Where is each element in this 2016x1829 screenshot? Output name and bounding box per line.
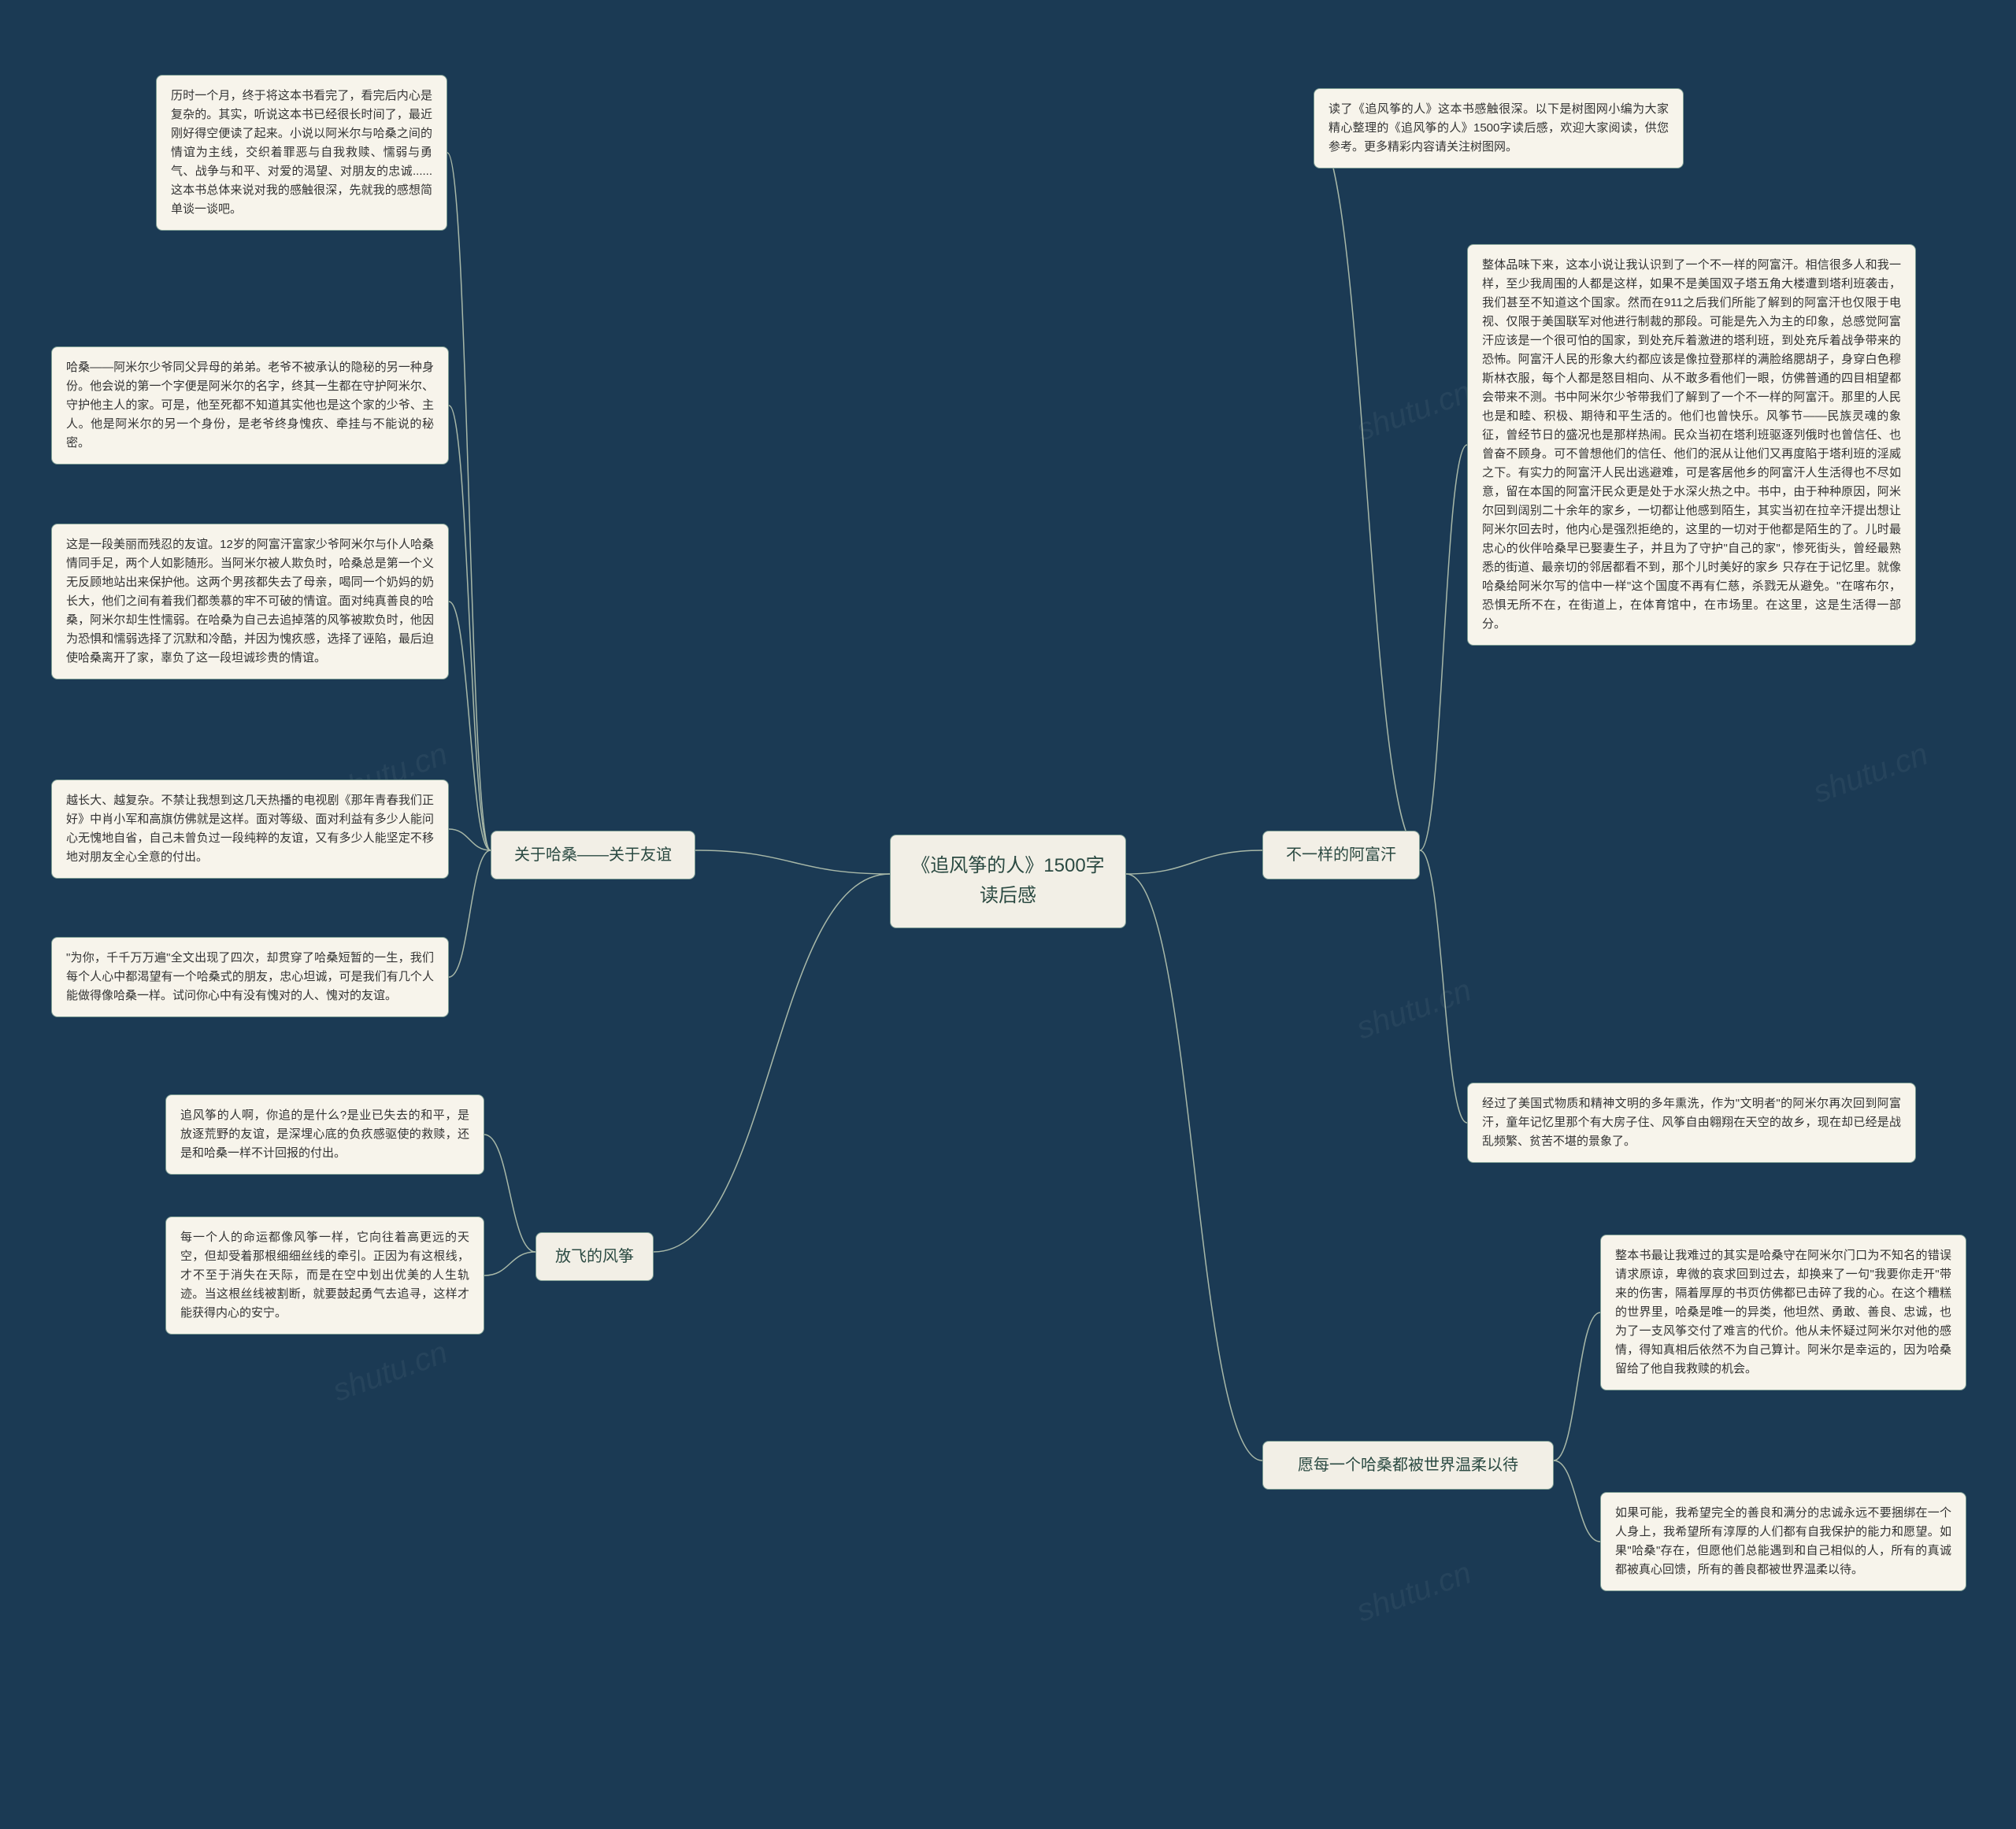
leaf-l1e: "为你，千千万万遍"全文出现了四次，却贯穿了哈桑短暂的一生，我们每个人心中都渴望… (51, 937, 449, 1017)
watermark: shutu.cn (328, 1335, 452, 1409)
leaf-l1d-text: 越长大、越复杂。不禁让我想到这几天热播的电视剧《那年青春我们正好》中肖小军和高旗… (66, 794, 434, 864)
leaf-l4a-text: 整本书最让我难过的其实是哈桑守在阿米尔门口为不知名的错误请求原谅，卑微的哀求回到… (1615, 1249, 1951, 1375)
leaf-l1a: 历时一个月，终于将这本书看完了，看完后内心是复杂的。其实，听说这本书已经很长时间… (156, 75, 447, 231)
leaf-l2b-text: 每一个人的命运都像风筝一样，它向往着高更远的天空，但却受着那根细细丝线的牵引。正… (180, 1231, 469, 1320)
watermark: shutu.cn (1809, 736, 1933, 810)
watermark: shutu.cn (1352, 1555, 1476, 1629)
leaf-l4a: 整本书最让我难过的其实是哈桑守在阿米尔门口为不知名的错误请求原谅，卑微的哀求回到… (1600, 1235, 1966, 1390)
branch-b3: 不一样的阿富汗 (1262, 831, 1420, 879)
branch-b4-text: 愿每一个哈桑都被世界温柔以待 (1298, 1457, 1518, 1474)
branch-b1: 关于哈桑——关于友谊 (491, 831, 695, 879)
leaf-l1d: 越长大、越复杂。不禁让我想到这几天热播的电视剧《那年青春我们正好》中肖小军和高旗… (51, 779, 449, 879)
leaf-l3c-text: 经过了美国式物质和精神文明的多年熏洗，作为"文明者"的阿米尔再次回到阿富汗，童年… (1482, 1097, 1901, 1148)
leaf-l4b-text: 如果可能，我希望完全的善良和满分的忠诚永远不要捆绑在一个人身上，我希望所有淳厚的… (1615, 1506, 1951, 1576)
watermark: shutu.cn (1352, 972, 1476, 1046)
leaf-l1c-text: 这是一段美丽而残忍的友谊。12岁的阿富汗富家少爷阿米尔与仆人哈桑情同手足，两个人… (66, 538, 434, 665)
leaf-l1e-text: "为你，千千万万遍"全文出现了四次，却贯穿了哈桑短暂的一生，我们每个人心中都渴望… (66, 951, 434, 1002)
branch-b1-text: 关于哈桑——关于友谊 (514, 846, 672, 864)
branch-b2-text: 放飞的风筝 (555, 1248, 634, 1265)
leaf-l3a: 读了《追风筝的人》这本书感触很深。以下是树图网小编为大家精心整理的《追风筝的人》… (1314, 88, 1684, 168)
leaf-l3b: 整体品味下来，这本小说让我认识到了一个不一样的阿富汗。相信很多人和我一样，至少我… (1467, 244, 1916, 646)
leaf-l3c: 经过了美国式物质和精神文明的多年熏洗，作为"文明者"的阿米尔再次回到阿富汗，童年… (1467, 1083, 1916, 1163)
leaf-l1b-text: 哈桑——阿米尔少爷同父异母的弟弟。老爷不被承认的隐秘的另一种身份。他会说的第一个… (66, 361, 434, 450)
center-node-text: 《追风筝的人》1500字读后感 (911, 855, 1104, 906)
leaf-l2a: 追风筝的人啊，你追的是什么?是业已失去的和平，是放逐荒野的友谊，是深埋心底的负疚… (165, 1094, 484, 1175)
leaf-l1c: 这是一段美丽而残忍的友谊。12岁的阿富汗富家少爷阿米尔与仆人哈桑情同手足，两个人… (51, 524, 449, 679)
leaf-l2a-text: 追风筝的人啊，你追的是什么?是业已失去的和平，是放逐荒野的友谊，是深埋心底的负疚… (180, 1109, 469, 1160)
watermark: shutu.cn (1352, 374, 1476, 448)
branch-b3-text: 不一样的阿富汗 (1286, 846, 1396, 864)
leaf-l3b-text: 整体品味下来，这本小说让我认识到了一个不一样的阿富汗。相信很多人和我一样，至少我… (1482, 258, 1901, 631)
leaf-l2b: 每一个人的命运都像风筝一样，它向往着高更远的天空，但却受着那根细细丝线的牵引。正… (165, 1216, 484, 1335)
leaf-l1b: 哈桑——阿米尔少爷同父异母的弟弟。老爷不被承认的隐秘的另一种身份。他会说的第一个… (51, 346, 449, 465)
branch-b4: 愿每一个哈桑都被世界温柔以待 (1262, 1441, 1554, 1490)
center-node: 《追风筝的人》1500字读后感 (890, 835, 1126, 928)
leaf-l4b: 如果可能，我希望完全的善良和满分的忠诚永远不要捆绑在一个人身上，我希望所有淳厚的… (1600, 1492, 1966, 1591)
leaf-l1a-text: 历时一个月，终于将这本书看完了，看完后内心是复杂的。其实，听说这本书已经很长时间… (171, 89, 432, 216)
mindmap-canvas: shutu.cn shutu.cn shutu.cn shutu.cn shutu.cn… (0, 0, 2016, 1829)
branch-b2: 放飞的风筝 (536, 1232, 654, 1281)
leaf-l3a-text: 读了《追风筝的人》这本书感触很深。以下是树图网小编为大家精心整理的《追风筝的人》… (1329, 102, 1669, 154)
